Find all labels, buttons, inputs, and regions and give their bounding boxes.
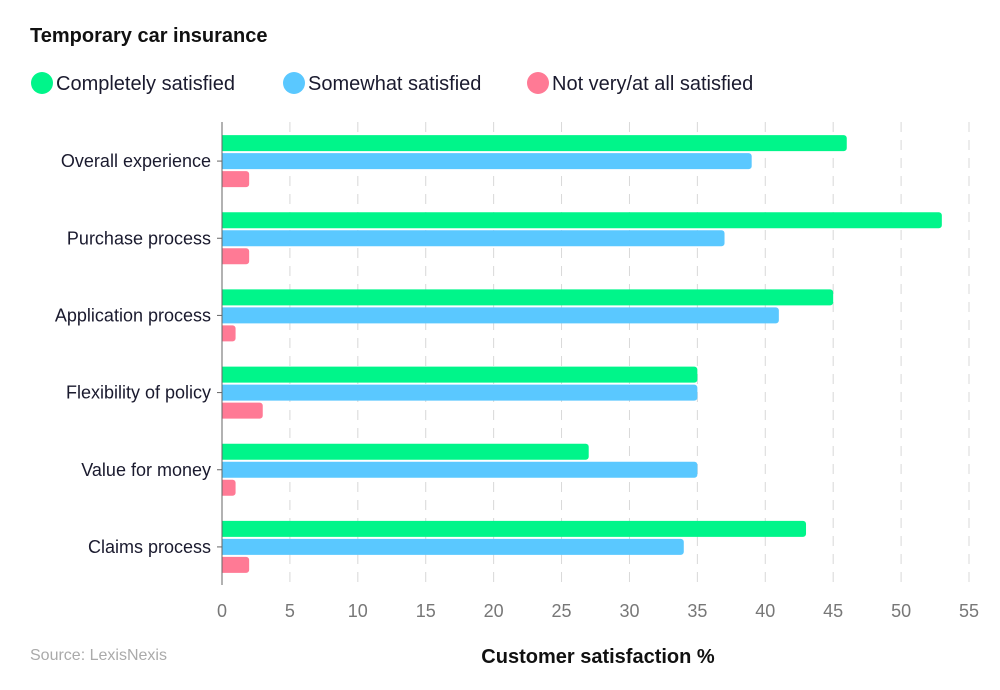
x-tick-label: 10 [348,601,368,621]
x-axis-label: Customer satisfaction % [481,646,715,668]
x-tick-label: 30 [619,601,639,621]
bar [222,135,847,152]
bar [222,520,807,537]
x-tick-label: 40 [755,601,775,621]
source-note: Source: LexisNexis [30,647,167,664]
bar [222,325,236,342]
axes: 0 5 10 15 20 25 30 35 40 45 50 55 Overall experience… [55,122,979,621]
bar [222,443,589,460]
category-label: Purchase process [67,228,211,248]
bar [222,479,236,496]
x-tick-label: 50 [891,601,911,621]
bar [222,461,698,478]
legend-label: Somewhat satisfied [308,73,481,95]
bar [222,307,779,324]
legend-swatch [527,72,549,94]
bar [222,153,752,170]
x-tick-label: 45 [823,601,843,621]
legend-label: Completely satisfied [56,73,235,95]
x-tick-label: 20 [484,601,504,621]
bar [222,538,684,555]
bar [222,366,698,383]
legend: Completely satisfied Somewhat satisfied No… [31,72,753,95]
x-tick-label: 15 [416,601,436,621]
legend-swatch [31,72,53,94]
bar [222,402,263,419]
bar [222,289,834,306]
legend-swatch [283,72,305,94]
x-tick-label: 35 [687,601,707,621]
bar [222,171,250,188]
bar [222,248,250,265]
chart-title: Temporary car insurance [30,25,268,47]
legend-label: Not very/at all satisfied [552,73,753,95]
grid [289,122,970,585]
bars [222,135,942,573]
category-label: Value for money [81,460,211,480]
category-label: Flexibility of policy [66,383,211,403]
x-tick-label: 25 [552,601,572,621]
bar [222,556,250,573]
category-label: Application process [55,305,211,325]
x-tick-label: 55 [959,601,979,621]
bar [222,230,725,247]
category-label: Claims process [88,537,211,557]
x-tick-label: 5 [285,601,295,621]
category-label: Overall experience [61,151,211,171]
x-tick-label: 0 [217,601,227,621]
bar [222,212,942,229]
bar [222,384,698,401]
